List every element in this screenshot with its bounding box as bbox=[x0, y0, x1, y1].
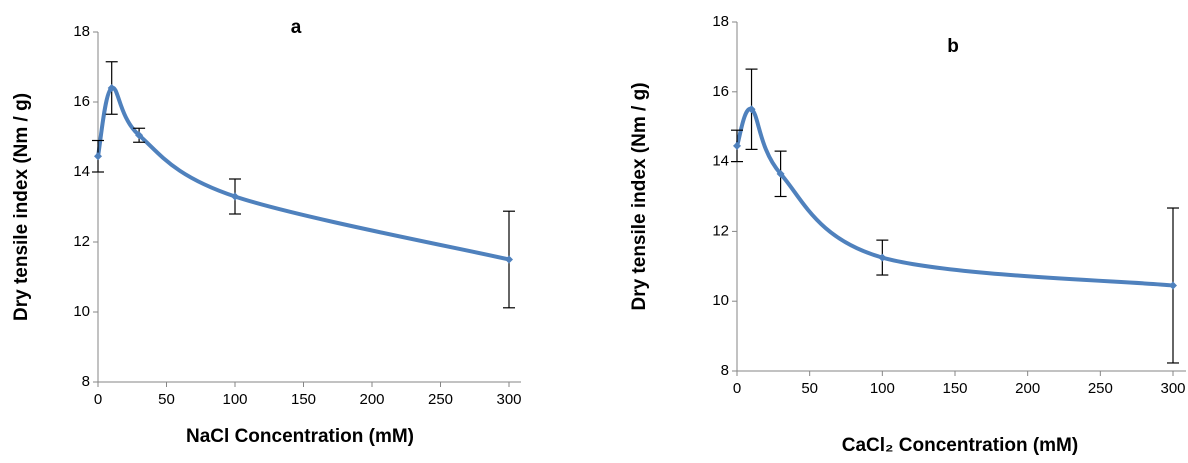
marker bbox=[747, 105, 756, 114]
chart-title: a bbox=[291, 17, 302, 38]
y-tick-label: 16 bbox=[712, 83, 729, 100]
y-tick-label: 8 bbox=[82, 373, 90, 390]
y-tick-label: 10 bbox=[712, 292, 729, 309]
y-axis-label: Dry tensile index (Nm / g) bbox=[11, 93, 32, 321]
y-tick-label: 12 bbox=[73, 233, 90, 250]
y-tick-label: 16 bbox=[73, 93, 90, 110]
x-tick-label: 200 bbox=[359, 391, 384, 408]
marker bbox=[94, 152, 102, 161]
y-tick-label: 10 bbox=[73, 303, 90, 320]
x-axis-label: NaCl Concentration (mM) bbox=[186, 426, 414, 447]
x-axis-label: CaCl₂ Concentration (mM) bbox=[842, 435, 1078, 456]
x-tick-label: 250 bbox=[1088, 380, 1113, 397]
marker bbox=[231, 192, 239, 201]
y-tick-label: 14 bbox=[73, 163, 90, 180]
x-tick-label: 0 bbox=[733, 380, 741, 397]
x-tick-label: 100 bbox=[222, 391, 247, 408]
x-tick-label: 0 bbox=[94, 391, 102, 408]
data-line bbox=[96, 85, 510, 262]
marker bbox=[135, 131, 144, 140]
marker bbox=[878, 253, 887, 262]
x-tick-label: 300 bbox=[1160, 380, 1185, 397]
marker bbox=[1169, 281, 1177, 290]
x-tick-label: 250 bbox=[428, 391, 453, 408]
x-tick-label: 150 bbox=[291, 391, 316, 408]
marker bbox=[733, 141, 741, 150]
x-tick-label: 150 bbox=[942, 380, 967, 397]
data-line bbox=[735, 107, 1174, 288]
y-tick-label: 8 bbox=[721, 362, 729, 379]
marker bbox=[505, 255, 513, 264]
x-tick-label: 100 bbox=[870, 380, 895, 397]
y-axis-label: Dry tensile index (Nm / g) bbox=[629, 82, 650, 310]
y-tick-label: 18 bbox=[73, 23, 90, 40]
y-tick-label: 12 bbox=[712, 222, 729, 239]
marker bbox=[107, 84, 116, 92]
y-tick-label: 18 bbox=[712, 13, 729, 30]
chart-title: b bbox=[947, 36, 959, 57]
x-tick-label: 200 bbox=[1015, 380, 1040, 397]
x-tick-label: 50 bbox=[158, 391, 175, 408]
x-tick-label: 300 bbox=[496, 391, 521, 408]
x-tick-label: 50 bbox=[801, 380, 818, 397]
marker bbox=[776, 169, 785, 178]
y-tick-label: 14 bbox=[712, 153, 729, 170]
